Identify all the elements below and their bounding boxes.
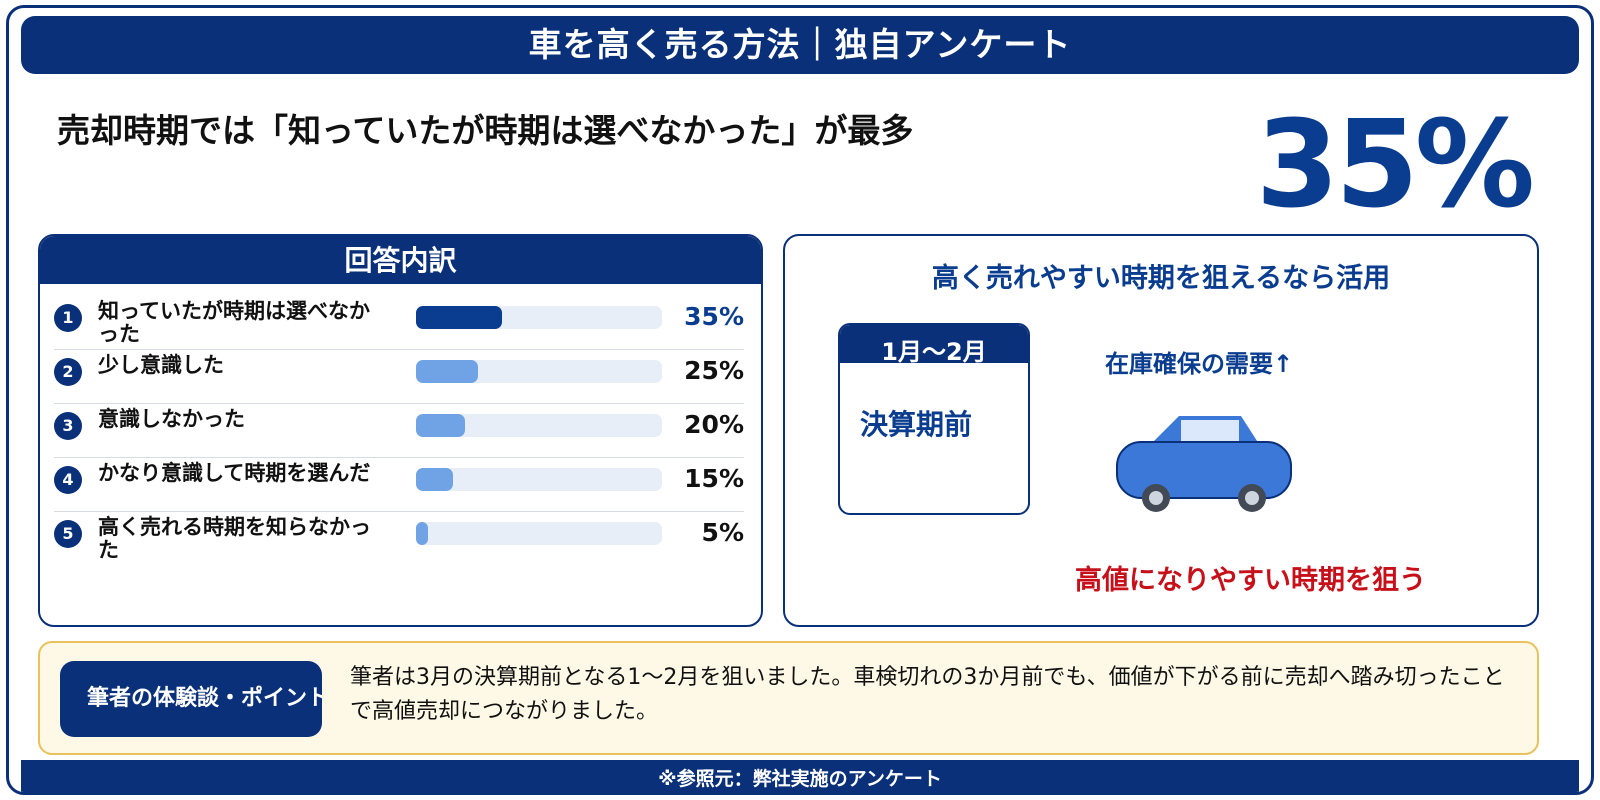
breakdown-row: 1 知っていたが時期は選べなかった 35%: [54, 296, 744, 350]
category-label: 知っていたが時期は選べなかった: [98, 299, 370, 346]
value-label: 20%: [684, 410, 744, 439]
infographic-frame: 車を高く売る方法｜独自アンケート 売却時期では「知っていたが時期は選べなかった」…: [6, 5, 1594, 795]
rank-badge: 4: [54, 466, 82, 494]
calendar-graphic: 1月～2月 決算期前: [838, 323, 1030, 515]
bar-fill: [416, 360, 478, 383]
calendar-header: 1月～2月: [840, 325, 1028, 366]
category-label: かなり意識して時期を選んだ: [98, 461, 371, 485]
highlight-percentage: 35%: [1255, 96, 1535, 235]
category-label: 少し意識した: [98, 353, 224, 377]
conclusion-text: 高値になりやすい時期を狙う: [1075, 565, 1426, 596]
value-label: 35%: [684, 302, 744, 331]
rank-badge: 5: [54, 520, 82, 548]
bar-track: [416, 522, 662, 545]
tip-title: 高く売れやすい時期を狙えるなら活用: [931, 263, 1391, 294]
timing-tip-card: 高く売れやすい時期を狙えるなら活用 1月～2月 決算期前 在庫確保の需要↑ 高値…: [783, 234, 1539, 627]
breakdown-row: 2 少し意識した 25%: [54, 350, 744, 404]
category-label: 意識しなかった: [98, 407, 245, 431]
experience-text: 筆者は3月の決算期前となる1～2月を狙いました。車検切れの3か月前でも、価値が下…: [350, 665, 1505, 724]
source-footer: ※参照元：弊社実施のアンケート: [21, 760, 1579, 792]
bar-fill: [416, 522, 429, 545]
author-experience-box: 筆者の体験談・ポイント 筆者は3月の決算期前となる1～2月を狙いました。車検切れ…: [38, 641, 1539, 755]
breakdown-row: 5 高く売れる時期を知らなかった 5%: [54, 512, 744, 566]
breakdown-row: 3 意識しなかった 20%: [54, 404, 744, 458]
rank-badge: 1: [54, 304, 82, 332]
value-label: 25%: [684, 356, 744, 385]
rank-badge: 3: [54, 412, 82, 440]
demand-note: 在庫確保の需要↑: [1105, 350, 1294, 378]
car-icon: [1113, 412, 1293, 516]
experience-label: 筆者の体験談・ポイント: [60, 661, 322, 737]
bar-track: [416, 306, 662, 329]
bar-track: [416, 468, 662, 491]
headline: 売却時期では「知っていたが時期は選べなかった」が最多: [57, 111, 914, 150]
calendar-body: 決算期前: [860, 408, 973, 441]
bar-track: [416, 360, 662, 383]
breakdown-row: 4 かなり意識して時期を選んだ 15%: [54, 458, 744, 512]
bar-track: [416, 414, 662, 437]
top-banner: 車を高く売る方法｜独自アンケート: [21, 16, 1579, 74]
breakdown-card: 回答内訳 1 知っていたが時期は選べなかった 35% 2 少し意識した 25% 3 意識しなか…: [38, 234, 763, 627]
bar-fill: [416, 468, 453, 491]
rank-badge: 2: [54, 358, 82, 386]
category-label: 高く売れる時期を知らなかった: [98, 515, 371, 562]
bar-fill: [416, 414, 466, 437]
value-label: 15%: [684, 464, 744, 493]
breakdown-title: 回答内訳: [40, 236, 761, 284]
bar-fill: [416, 306, 503, 329]
value-label: 5%: [701, 518, 744, 547]
